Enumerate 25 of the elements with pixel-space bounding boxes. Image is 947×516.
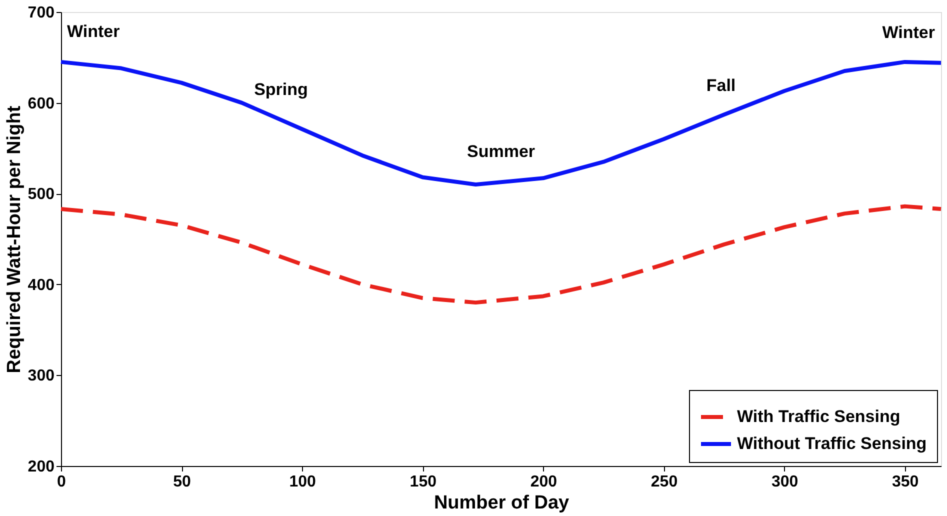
y-tick-label: 700 — [28, 4, 55, 22]
x-tick-label: 300 — [771, 474, 798, 490]
annotation: Winter — [67, 22, 120, 41]
x-tick-label: 200 — [530, 474, 558, 490]
x-tick-label: 250 — [650, 474, 678, 490]
legend-label: Without Traffic Sensing — [737, 434, 927, 453]
y-tick-label: 500 — [28, 186, 55, 204]
annotation: Winter — [882, 22, 936, 42]
y-tick-label: 300 — [28, 368, 55, 385]
x-tick-label: 50 — [173, 474, 192, 490]
x-tick-label: 350 — [892, 474, 919, 490]
annotation: Fall — [706, 76, 736, 95]
annotation: Summer — [466, 142, 536, 162]
annotation: Spring — [254, 80, 308, 99]
legend-label: With Traffic Sensing — [737, 407, 900, 426]
line-series — [59, 60, 943, 187]
x-tick-label: 150 — [410, 474, 437, 490]
y-axis-title: Required Watt-Hour per Night — [4, 105, 25, 374]
x-axis-title: Number of Day — [434, 492, 570, 514]
y-tick-label: 200 — [28, 458, 55, 476]
y-tick-label: 400 — [28, 276, 55, 294]
x-tick-label: 100 — [289, 474, 316, 490]
y-tick-label: 600 — [28, 95, 55, 112]
x-tick-label: 0 — [57, 474, 66, 490]
line-series — [59, 204, 943, 305]
